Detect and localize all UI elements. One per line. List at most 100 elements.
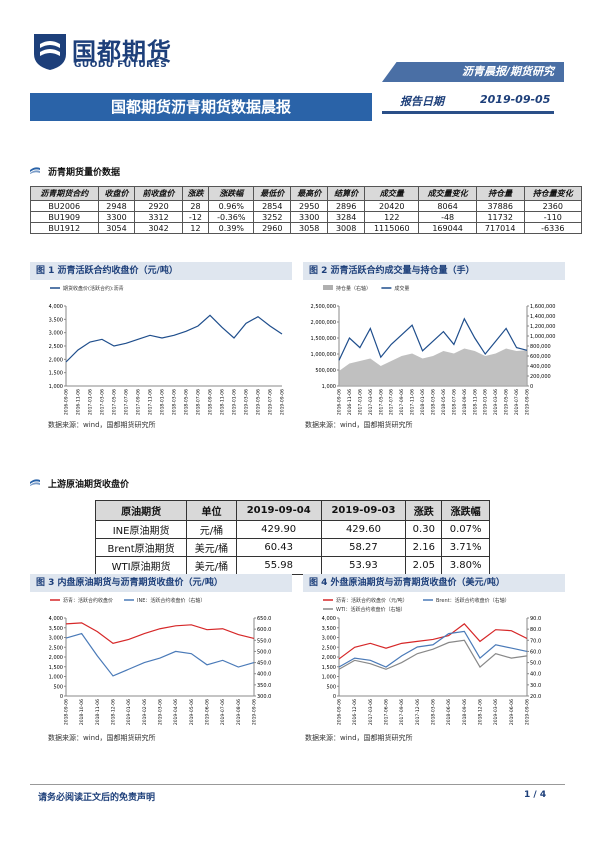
x-tick-label: 2019-09-06 <box>525 389 531 415</box>
figure-title: 图 4 外盘原油期货与沥青期货收盘价（美元/吨） <box>303 574 565 592</box>
y-tick-label: 0 <box>333 694 336 700</box>
y-tick-label: 2,500,000 <box>311 304 336 310</box>
cell: 2960 <box>253 222 292 234</box>
chart: 0 500 1,000 1,500 2,000 2,500 3,000 3,500 4,000 3… <box>49 597 272 725</box>
cell: 3008 <box>327 222 366 234</box>
x-tick-label: 2019-01-06 <box>483 389 489 415</box>
cell: 3312 <box>134 211 183 223</box>
cell: 169044 <box>418 222 477 234</box>
y-tick-label: 2,000,000 <box>311 320 336 326</box>
x-tick-label: 2018-03-06 <box>431 699 437 725</box>
x-tick-label: 2018-01-06 <box>160 389 166 415</box>
cell: 0.39% <box>208 222 255 234</box>
cell: 55.98 <box>235 556 322 575</box>
y2-tick-label: 30.0 <box>530 683 541 689</box>
y2-tick-label: 90.0 <box>530 616 541 622</box>
x-tick-label: 2017-05-06 <box>112 389 118 415</box>
y-tick-label: 1,500 <box>322 665 336 671</box>
column-header: 涨跌 <box>181 186 210 201</box>
y2-tick-label: 500.0 <box>257 649 271 655</box>
y-tick-label: 3,500 <box>49 626 63 632</box>
section-icon <box>30 167 40 174</box>
x-tick-label: 2017-11-06 <box>148 389 154 415</box>
crude-table: 原油期货 单位 2019-09-04 2019-09-03 涨跌 涨跌幅 INE原油期货 元/… <box>94 500 490 575</box>
cell: 60.43 <box>235 538 322 557</box>
chart: 1,000 1,500 2,000 2,500 3,000 3,500 4,000 2016-… <box>49 285 286 415</box>
y2-tick-label: 0 <box>530 384 533 390</box>
y-tick-label: 3,000 <box>49 331 63 337</box>
cell: 28 <box>181 200 210 212</box>
x-tick-label: 2017-03-06 <box>368 699 374 725</box>
column-header: 前收盘价 <box>134 186 183 201</box>
column-header: 最高价 <box>290 186 329 201</box>
legend-label: INE：活跃合约收盘价（右轴） <box>137 597 205 604</box>
column-header: 结算价 <box>327 186 366 201</box>
line <box>338 630 528 668</box>
figure: 图 4 外盘原油期货与沥青期货收盘价（美元/吨） 0 500 1,000 1,500 2… <box>303 574 565 736</box>
cell: -110 <box>523 211 583 223</box>
cell: 12 <box>181 222 210 234</box>
y-tick-label: 3,500 <box>322 626 336 632</box>
y-tick-label: 500 <box>326 684 336 690</box>
legend-label: Brent：活跃合约收盘价（右轴） <box>436 597 510 604</box>
cell: Brent原油期货 <box>94 538 188 557</box>
x-tick-label: 2017-01-06 <box>357 389 363 415</box>
cell: 3.80% <box>441 556 490 575</box>
line <box>338 317 528 361</box>
chart: 1,000 500,000 1,000,000 1,500,000 2,000,000 2… <box>311 285 555 415</box>
figure-title: 图 1 沥青活跃合约收盘价（元/吨） <box>30 262 292 280</box>
cell: 2.16 <box>405 538 443 557</box>
x-tick-label: 2018-11-06 <box>472 389 478 415</box>
x-tick-label: 2019-07-06 <box>220 699 226 725</box>
x-tick-label: 2017-05-06 <box>378 389 384 415</box>
logo-icon <box>34 34 66 70</box>
cell: -48 <box>418 211 477 223</box>
x-tick-label: 2019-07-06 <box>268 389 274 415</box>
figure-title: 图 2 沥青活跃合约成交量与持仓量（手） <box>303 262 565 280</box>
y2-tick-label: 350.0 <box>257 683 271 689</box>
y-tick-label: 3,000 <box>49 636 63 642</box>
cell: 2948 <box>97 200 136 212</box>
line <box>338 639 528 670</box>
date-box: 报告日期 2019-09-05 <box>382 93 554 114</box>
y2-tick-label: 20.0 <box>530 694 541 700</box>
x-tick-label: 2019-03-06 <box>244 389 250 415</box>
x-tick-label: 2017-09-06 <box>399 389 405 415</box>
x-tick-label: 2016-09-06 <box>337 389 343 415</box>
x-tick-label: 2019-06-06 <box>509 699 515 725</box>
cell: 2920 <box>134 200 183 212</box>
x-tick-label: 2018-10-06 <box>79 699 85 725</box>
cell: 3054 <box>97 222 136 234</box>
section-title: 沥青期货量价数据 <box>48 168 121 178</box>
cell: 美元/桶 <box>186 538 237 557</box>
x-tick-label: 2017-07-06 <box>389 389 395 415</box>
x-tick-label: 2019-05-06 <box>256 389 262 415</box>
x-tick-label: 2018-09-06 <box>208 389 214 415</box>
cell: 3284 <box>327 211 366 223</box>
cell: 58.27 <box>320 538 407 557</box>
x-tick-label: 2017-03-06 <box>100 389 106 415</box>
column-header: 沥青期货合约 <box>30 186 99 201</box>
figure-title: 图 3 内盘原油期货与沥青期货收盘价（元/吨） <box>30 574 292 592</box>
x-tick-label: 2016-09-06 <box>64 389 70 415</box>
y2-tick-label: 400.0 <box>257 672 271 678</box>
x-tick-label: 2018-09-06 <box>462 699 468 725</box>
x-tick-label: 2019-05-06 <box>189 699 195 725</box>
figure: 图 2 沥青活跃合约成交量与持仓量（手） 1,000 500,000 1,000,0… <box>303 262 565 426</box>
column-header: 涨跌幅 <box>208 186 255 201</box>
source: 数据来源：wind，国都期货研究所 <box>305 734 413 742</box>
row: BU1909 3300 3312 -12 -0.36% 3252 3300 3284 122 -4… <box>30 211 583 223</box>
y-tick-label: 3,000 <box>322 636 336 642</box>
cell: 0.96% <box>208 200 255 212</box>
cell: 3252 <box>253 211 292 223</box>
cell: BU1909 <box>30 211 99 223</box>
cell: -6336 <box>523 222 583 234</box>
x-tick-label: 2019-03-06 <box>493 699 499 725</box>
cell: -0.36% <box>208 211 255 223</box>
x-tick-label: 2017-06-06 <box>384 699 390 725</box>
y-tick-label: 4,000 <box>49 616 63 622</box>
line <box>65 314 283 363</box>
cell: 3.71% <box>441 538 490 557</box>
y-tick-label: 4,000 <box>49 304 63 310</box>
x-tick-label: 2017-01-06 <box>88 389 94 415</box>
